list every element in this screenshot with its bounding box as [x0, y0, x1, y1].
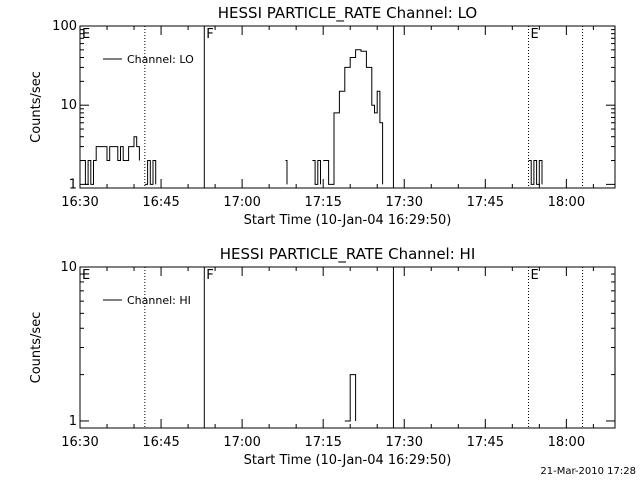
- x-tick-label: 16:45: [142, 195, 179, 210]
- x-tick-label: 16:30: [61, 435, 98, 450]
- legend-label: Channel: HI: [127, 294, 191, 307]
- series-line: [285, 160, 288, 185]
- y-axis-label: Counts/sec: [29, 312, 44, 384]
- y-axis-label: Counts/sec: [29, 71, 44, 143]
- x-tick-label: 17:45: [467, 435, 504, 450]
- x-tick-label: 17:15: [304, 435, 341, 450]
- plot-frame: [79, 266, 616, 429]
- x-tick-label: 17:15: [304, 195, 341, 210]
- time-marker-label: E: [531, 27, 539, 42]
- time-marker-label: F: [206, 27, 213, 42]
- series-line: [144, 160, 157, 185]
- x-tick-label: 17:45: [467, 195, 504, 210]
- y-tick-label: 10: [60, 98, 77, 113]
- chart-title: HESSI PARTICLE_RATE Channel: HI: [220, 245, 476, 264]
- time-marker-label: E: [531, 268, 539, 283]
- series-line: [80, 136, 140, 185]
- y-tick-label: 1: [69, 414, 77, 429]
- footer-timestamp: 21-Mar-2010 17:28: [540, 466, 636, 477]
- chart-panel-0: HESSI PARTICLE_RATE Channel: LO Counts/se…: [29, 4, 616, 228]
- x-tick-label: 18:00: [548, 195, 585, 210]
- x-tick-label: 17:00: [223, 435, 260, 450]
- x-tick-label: 16:30: [61, 195, 98, 210]
- x-axis-label: Start Time (10-Jan-04 16:29:50): [244, 213, 452, 228]
- time-marker-label: E: [82, 27, 90, 42]
- legend-label: Channel: LO: [127, 53, 194, 66]
- time-marker-label: F: [206, 268, 213, 283]
- x-tick-label: 17:00: [223, 195, 260, 210]
- x-axis-label: Start Time (10-Jan-04 16:29:50): [244, 453, 452, 468]
- chart-title: HESSI PARTICLE_RATE Channel: LO: [218, 4, 477, 23]
- time-marker-label: E: [82, 268, 90, 283]
- series-line: [312, 160, 321, 185]
- x-tick-label: 17:30: [386, 435, 423, 450]
- series-line: [528, 160, 543, 185]
- series-line: [344, 374, 357, 422]
- series-line: [323, 49, 384, 185]
- y-tick-label: 100: [52, 19, 77, 34]
- x-tick-label: 18:00: [548, 435, 585, 450]
- y-tick-label: 10: [60, 260, 77, 275]
- x-tick-label: 17:30: [386, 195, 423, 210]
- x-tick-label: 16:45: [142, 435, 179, 450]
- y-tick-label: 1: [69, 177, 77, 192]
- plot-frame: [79, 25, 616, 189]
- chart-panel-1: HESSI PARTICLE_RATE Channel: HI Counts/se…: [29, 245, 616, 468]
